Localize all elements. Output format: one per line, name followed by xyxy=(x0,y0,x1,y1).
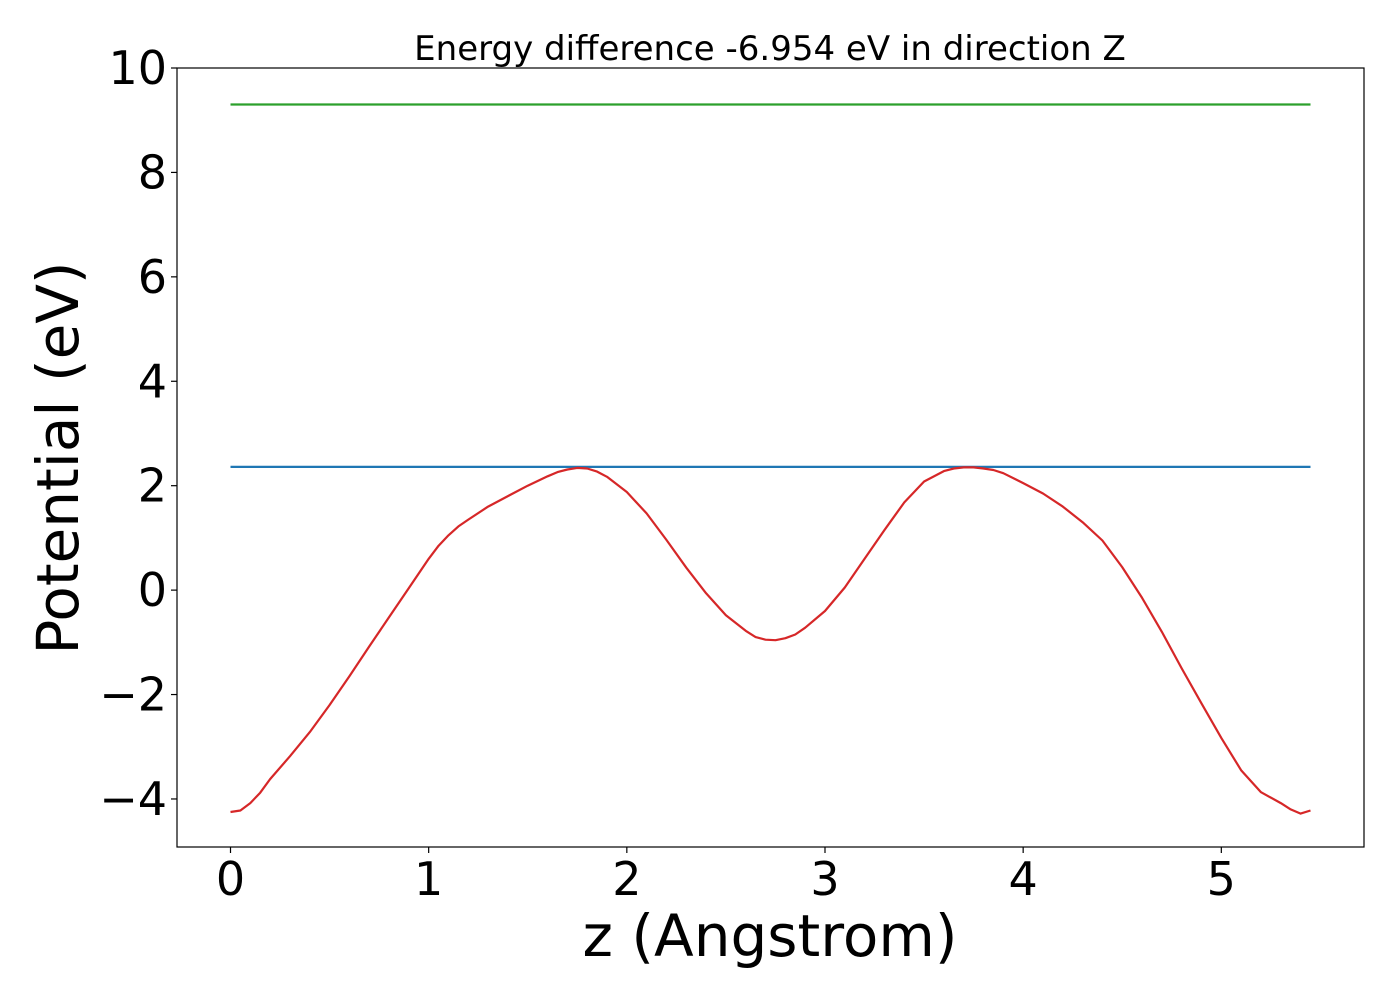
y-tick-label: −4 xyxy=(99,772,167,826)
x-axis-ticks: 0 1 2 3 4 5 xyxy=(216,847,1236,906)
x-tick-label: 1 xyxy=(414,852,443,906)
y-axis-ticks: −4 −2 0 2 4 6 8 10 xyxy=(99,41,177,826)
x-tick-label: 3 xyxy=(810,852,839,906)
y-tick-label: 6 xyxy=(138,250,167,304)
y-axis-label: Potential (eV) xyxy=(24,261,92,654)
x-axis-label: z (Angstrom) xyxy=(583,902,958,970)
y-tick-label: −2 xyxy=(99,668,167,722)
y-tick-label: 8 xyxy=(138,145,167,199)
y-tick-label: 0 xyxy=(138,563,167,617)
x-tick-label: 4 xyxy=(1009,852,1038,906)
plot-frame xyxy=(176,67,1365,848)
x-tick-label: 0 xyxy=(216,852,245,906)
series-line-3 xyxy=(230,466,1311,815)
x-tick-label: 2 xyxy=(612,852,641,906)
x-tick-label: 5 xyxy=(1207,852,1236,906)
series-layer xyxy=(230,103,1311,815)
y-tick-label: 4 xyxy=(138,354,167,408)
y-tick-label: 10 xyxy=(108,41,167,95)
chart-title: Energy difference -6.954 eV in direction… xyxy=(414,29,1126,69)
y-tick-label: 2 xyxy=(138,459,167,513)
